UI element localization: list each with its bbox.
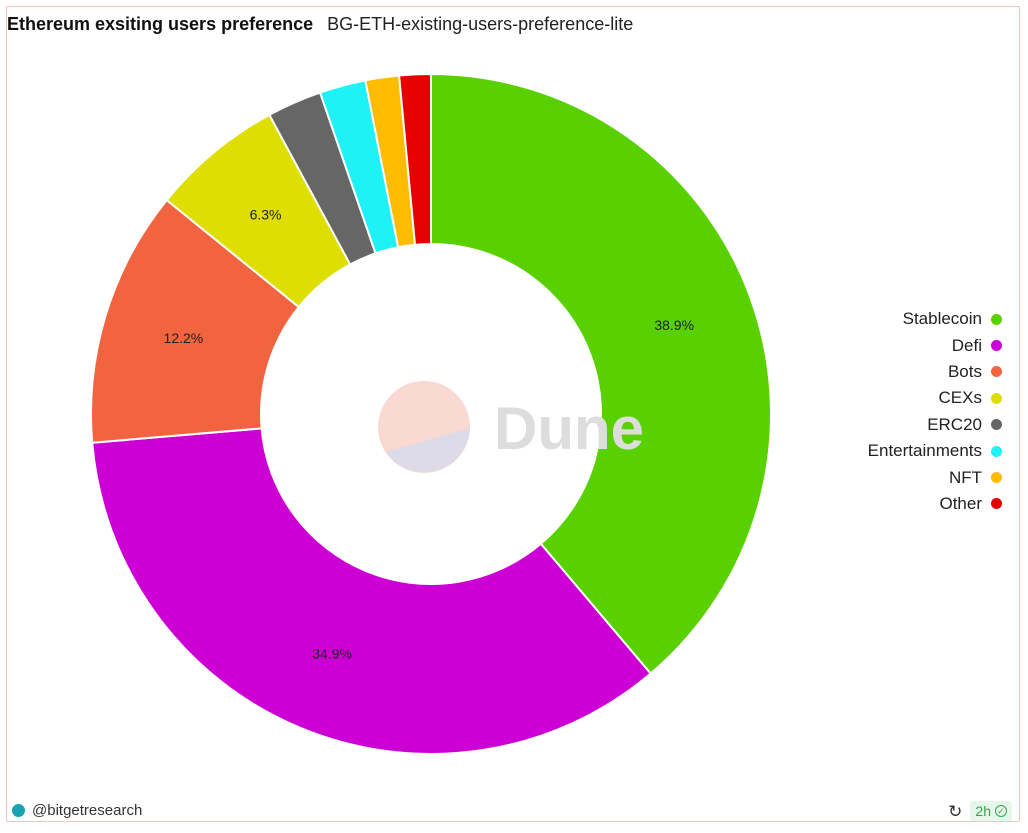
- legend-item-other[interactable]: Other: [939, 491, 1002, 517]
- slice-bots[interactable]: [90, 198, 301, 444]
- chart-title[interactable]: Ethereum exsiting users preference: [7, 14, 314, 34]
- legend-swatch-icon: [991, 419, 1002, 431]
- footer-user[interactable]: @bitgetresearch: [12, 802, 142, 819]
- legend-swatch-icon: [991, 392, 1002, 404]
- legend-item-defi[interactable]: Defi: [952, 332, 1002, 358]
- legend-item-cexs[interactable]: CEXs: [939, 385, 1002, 411]
- check-circle-icon: ✓: [995, 805, 1007, 817]
- legend: Stablecoin Defi Bots CEXs ERC20 Entertainment…: [868, 306, 1002, 517]
- footer-username[interactable]: @bitgetresearch: [32, 802, 143, 819]
- age-text: 2h: [975, 803, 991, 819]
- slice-label-defi: 34.9%: [312, 645, 352, 661]
- slice-other[interactable]: [397, 72, 432, 246]
- slice-labels-group: 38.9% 34.9% 12.2% 6.3%: [164, 207, 694, 662]
- legend-item-bots[interactable]: Bots: [948, 359, 1002, 385]
- dune-watermark: Dune: [378, 381, 644, 473]
- slice-label-stablecoin: 38.9%: [654, 317, 694, 333]
- slice-defi[interactable]: [91, 427, 653, 755]
- legend-swatch-icon: [991, 366, 1002, 378]
- legend-swatch-icon: [991, 472, 1002, 484]
- refresh-icon[interactable]: ↻: [948, 801, 963, 821]
- watermark-logo-shade: [386, 428, 470, 473]
- legend-item-nft[interactable]: NFT: [949, 464, 1002, 490]
- slices-group: [90, 72, 772, 755]
- legend-label: ERC20: [927, 414, 982, 434]
- legend-label: Stablecoin: [902, 309, 982, 329]
- legend-label: Other: [939, 493, 982, 513]
- footer-status: ↻ 2h ✓: [948, 801, 1012, 821]
- slice-label-cexs: 6.3%: [250, 207, 282, 223]
- chart-header: Ethereum exsiting users preference BG-ET…: [7, 14, 633, 35]
- legend-label: Entertainments: [867, 441, 982, 461]
- legend-item-erc20[interactable]: ERC20: [927, 412, 1002, 438]
- legend-swatch-icon: [991, 498, 1002, 510]
- legend-swatch-icon: [991, 340, 1002, 352]
- slice-label-bots: 12.2%: [164, 330, 204, 346]
- slice-stablecoin[interactable]: [430, 72, 772, 675]
- legend-label: NFT: [948, 467, 982, 487]
- avatar: [12, 804, 25, 817]
- age-badge[interactable]: 2h ✓: [970, 801, 1012, 821]
- legend-label: Bots: [947, 361, 982, 381]
- legend-label: Defi: [951, 335, 982, 355]
- query-name[interactable]: BG-ETH-existing-users-preference-lite: [327, 14, 634, 34]
- legend-item-stablecoin[interactable]: Stablecoin: [903, 306, 1002, 332]
- legend-item-entertainments[interactable]: Entertainments: [868, 438, 1002, 464]
- legend-label: CEXs: [938, 388, 982, 408]
- legend-swatch-icon: [991, 313, 1002, 325]
- watermark-text: Dune: [494, 395, 644, 462]
- legend-swatch-icon: [991, 445, 1002, 457]
